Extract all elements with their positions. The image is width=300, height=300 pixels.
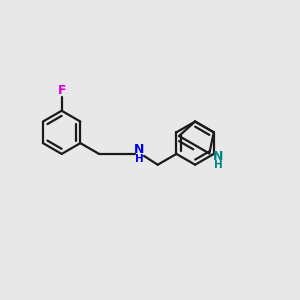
Text: H: H	[214, 160, 223, 170]
Text: N: N	[213, 150, 223, 163]
Text: F: F	[57, 84, 66, 97]
Text: H: H	[135, 154, 143, 164]
Text: N: N	[134, 142, 144, 155]
